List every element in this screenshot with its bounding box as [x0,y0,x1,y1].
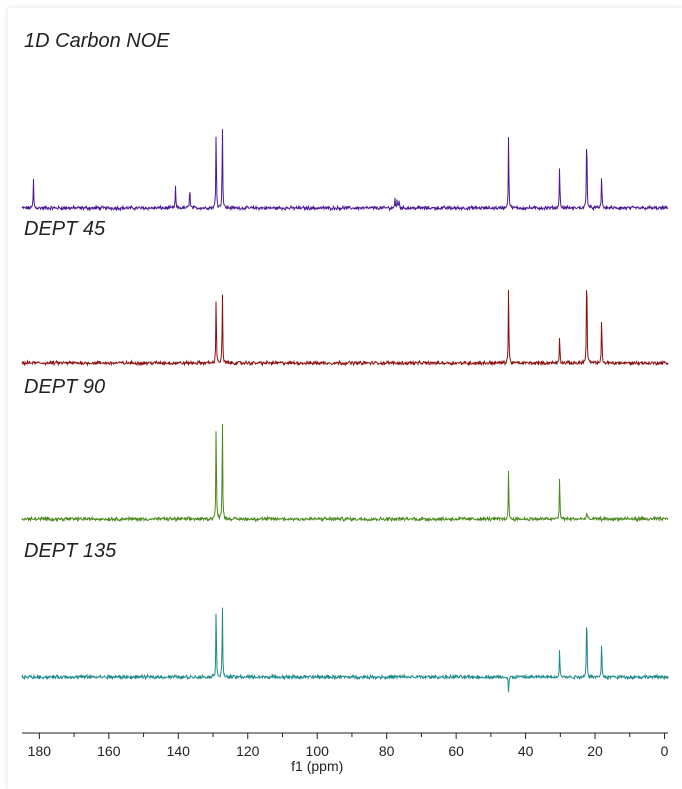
x-axis-label: f1 (ppm) [291,758,343,774]
figure-panel [8,8,682,789]
x-tick-label: 40 [518,743,534,759]
spectrum-trace-dept135 [21,607,669,693]
x-tick-label: 180 [28,743,52,759]
x-axis: 180 160 140 120 100 80 60 40 20 0 f1 (ppm) [22,732,669,774]
spectrum-title-dept45: DEPT 45 [24,218,106,240]
x-tick-label: 160 [97,743,121,759]
x-tick-label: 120 [236,743,260,759]
x-tick-label: 100 [306,743,330,759]
x-tick-label: 0 [661,743,669,759]
spectrum-title-noe: 1D Carbon NOE [24,30,170,52]
spectrum-trace-dept90 [21,424,669,523]
spectrum-title-dept135: DEPT 135 [24,540,117,562]
x-tick-label: 80 [379,743,395,759]
spectrum-trace-dept45 [21,289,669,367]
x-tick-label: 20 [587,743,603,759]
x-tick-label: 60 [448,743,464,759]
spectrum-title-dept90: DEPT 90 [24,376,106,398]
spectra-traces [21,129,669,693]
x-tick-label: 140 [167,743,191,759]
spectrum-trace-noe [21,129,669,212]
